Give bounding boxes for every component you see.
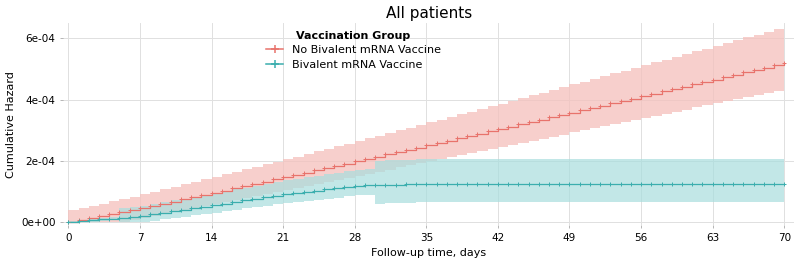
Title: All patients: All patients <box>386 6 472 21</box>
X-axis label: Follow-up time, days: Follow-up time, days <box>371 248 486 258</box>
Y-axis label: Cumulative Hazard: Cumulative Hazard <box>6 71 15 178</box>
Legend: No Bivalent mRNA Vaccine, Bivalent mRNA Vaccine: No Bivalent mRNA Vaccine, Bivalent mRNA … <box>266 31 441 70</box>
